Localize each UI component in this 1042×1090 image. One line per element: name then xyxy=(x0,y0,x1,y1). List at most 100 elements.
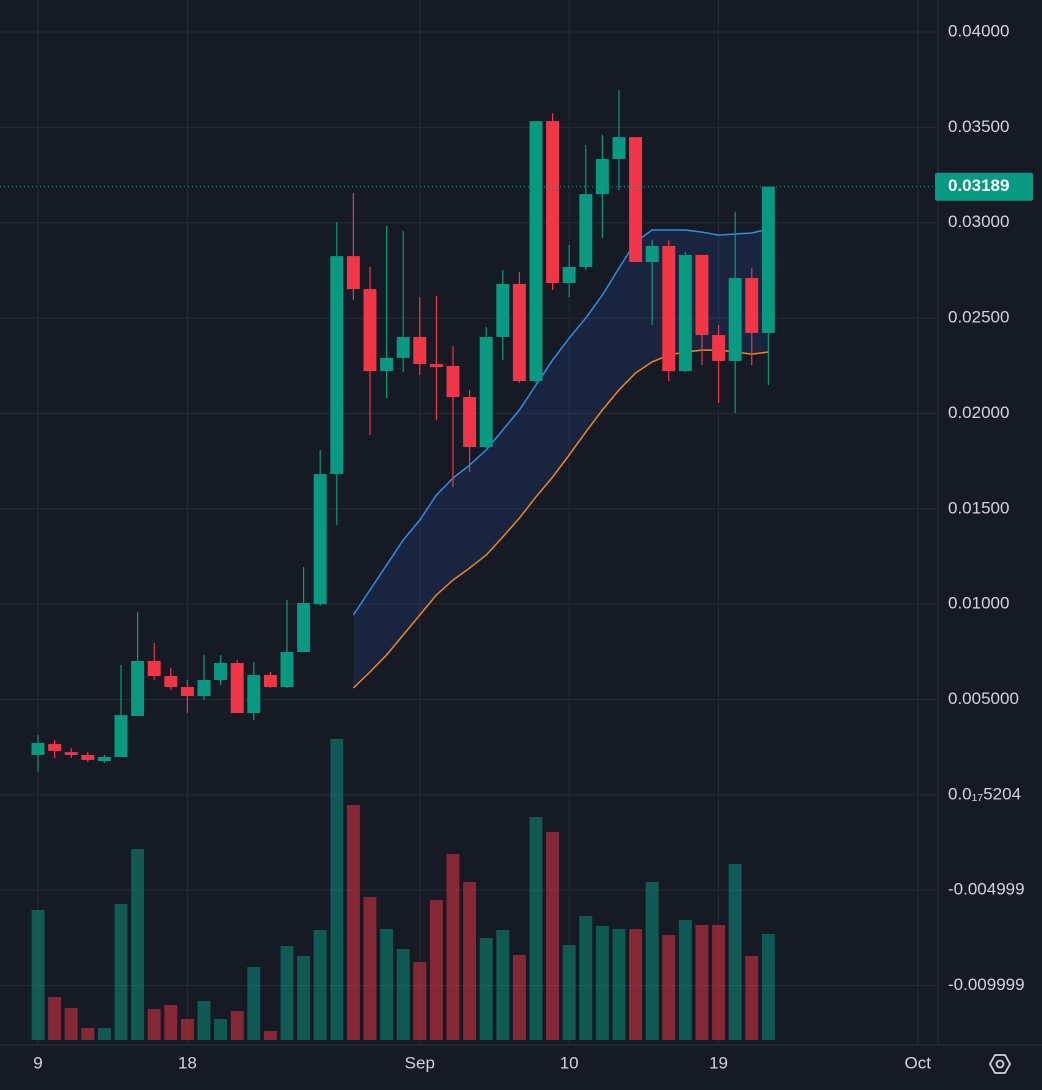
candle-body xyxy=(579,194,593,267)
volume-bar xyxy=(496,930,510,1040)
candle-body xyxy=(114,715,128,758)
candle-body xyxy=(595,159,609,195)
candle-body xyxy=(97,757,111,762)
y-tick-label: 0.01000 xyxy=(948,594,1009,613)
volume-bar xyxy=(529,817,543,1040)
candle-body xyxy=(313,474,327,605)
volume-bar xyxy=(396,949,410,1040)
candle-body xyxy=(197,680,211,697)
volume-bar xyxy=(562,945,576,1040)
settings-button[interactable] xyxy=(988,1054,1012,1074)
grid xyxy=(0,0,938,1045)
volume-bar xyxy=(712,925,726,1040)
volume-bar xyxy=(330,739,344,1040)
candle-body xyxy=(346,256,360,290)
candle-body xyxy=(180,687,194,697)
volume-bar xyxy=(114,904,128,1040)
volume-bar xyxy=(346,805,360,1040)
volume-bar xyxy=(579,916,593,1040)
volume-bar xyxy=(678,920,692,1040)
volume-bar xyxy=(546,832,560,1040)
volume-bar xyxy=(247,967,261,1040)
volume-bar xyxy=(147,1009,161,1040)
candle-body xyxy=(645,245,659,263)
candle-body xyxy=(147,660,161,677)
candle-body xyxy=(164,676,178,688)
y-tick-label: -0.009999 xyxy=(948,975,1025,994)
candle-body xyxy=(363,289,377,372)
candle-body xyxy=(48,744,62,751)
volume-bar xyxy=(512,955,526,1040)
volume-bar xyxy=(131,849,145,1040)
settings-icon xyxy=(988,1054,1012,1074)
volume-bar xyxy=(313,930,327,1040)
volume-bar xyxy=(97,1028,111,1040)
volume-bar xyxy=(662,935,676,1040)
volume-bar xyxy=(180,1019,194,1040)
volume-bar xyxy=(429,900,443,1040)
volume-bar xyxy=(463,882,477,1040)
volume-bar xyxy=(595,926,609,1040)
candle-body xyxy=(612,137,626,160)
candle-body xyxy=(263,675,277,688)
candle-body xyxy=(546,121,560,283)
y-tick-label: 0.005000 xyxy=(948,689,1019,708)
x-tick-label: Sep xyxy=(405,1053,435,1072)
candle-body xyxy=(247,675,261,714)
volume-bar xyxy=(629,929,643,1040)
candle-body xyxy=(761,186,775,333)
candle-body xyxy=(214,663,228,681)
candle-body xyxy=(31,742,45,755)
volume-bar xyxy=(230,1011,244,1040)
volume-bar xyxy=(745,956,759,1040)
candle-body xyxy=(446,365,460,398)
settings-icon xyxy=(995,1059,1005,1069)
candle-body xyxy=(280,651,294,688)
volume-bar xyxy=(380,929,394,1040)
candle-body xyxy=(230,663,244,714)
axes: 0.04000 0.03500 0.03000 0.02500 0.02000 0.015… xyxy=(33,22,1033,1072)
candle-body xyxy=(512,283,526,382)
candle-body xyxy=(712,335,726,361)
y-tick-label: 0.03000 xyxy=(948,212,1009,231)
band-line xyxy=(352,349,769,689)
volume-bar xyxy=(695,925,709,1040)
candle-body xyxy=(728,278,742,361)
y-tick-label: 0.04000 xyxy=(948,22,1009,41)
y-tick-label: 0.01500 xyxy=(948,498,1009,517)
candle-body xyxy=(380,357,394,372)
volume-bar xyxy=(297,956,311,1040)
volume-bar xyxy=(280,946,294,1040)
candle-body xyxy=(463,397,477,447)
last-price-label: 0.03189 xyxy=(948,176,1009,195)
y-tick-label: 0.02500 xyxy=(948,308,1009,327)
candle-body xyxy=(562,266,576,283)
volume-bar xyxy=(761,934,775,1040)
candle-body xyxy=(745,278,759,333)
candle-body xyxy=(131,660,145,717)
candle-body xyxy=(64,752,78,755)
volume-bar xyxy=(413,962,427,1040)
x-tick-label: 10 xyxy=(560,1053,579,1072)
last-price-box xyxy=(935,172,1033,201)
volume-bar xyxy=(263,1031,277,1040)
volume-bar xyxy=(214,1019,228,1040)
volume-bar xyxy=(164,1005,178,1040)
candle-body xyxy=(413,336,427,365)
y-tick-label: 0.02000 xyxy=(948,403,1009,422)
volume-bar xyxy=(645,882,659,1040)
volume-bar xyxy=(48,997,62,1040)
volume-bar xyxy=(31,910,45,1040)
candle-body xyxy=(529,121,543,382)
candle-body xyxy=(695,254,709,336)
band-line xyxy=(352,228,769,616)
volume-bar xyxy=(612,929,626,1040)
volume-bar xyxy=(81,1028,95,1040)
candle-body xyxy=(396,336,410,358)
candle-body xyxy=(81,754,95,760)
y-tick-label: 0.03500 xyxy=(948,117,1009,136)
candle-body xyxy=(297,602,311,652)
